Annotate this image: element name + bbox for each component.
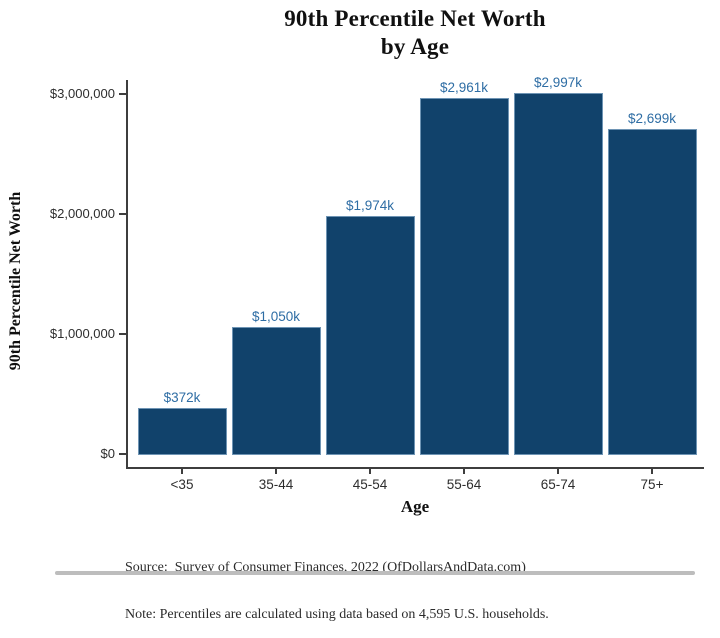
bar-value-label: $2,997k: [533, 75, 583, 91]
x-tick-label-45-54: 45-54: [352, 477, 388, 492]
x-tick-mark: [275, 469, 277, 474]
x-tick-mark: [463, 469, 465, 474]
y-axis-line: [126, 80, 128, 469]
bar-value-label: $1,050k: [251, 309, 301, 324]
x-tick-mark: [369, 469, 371, 474]
bottom-edge-artifact: [55, 571, 695, 575]
bar-55-64: [420, 98, 508, 454]
chart-title-line2: by Age: [380, 34, 450, 59]
x-tick-label-35-44: 35-44: [258, 477, 294, 492]
x-tick-label-55-64: 55-64: [446, 477, 482, 492]
y-tick-label: $2,000,000: [49, 206, 115, 221]
bar-<35: [138, 409, 226, 454]
x-axis-line: [126, 467, 704, 469]
bar-value-label: $1,974k: [345, 198, 395, 214]
x-axis-title: Age: [400, 497, 430, 516]
bar-35-44: [232, 328, 320, 454]
bar-75+: [608, 130, 696, 454]
chart-title-line1: 90th Percentile Net Worth: [284, 6, 546, 31]
x-tick-label-<35: <35: [170, 477, 194, 492]
y-tick-label: $0: [100, 446, 115, 461]
y-axis-title: 90th Percentile Net Worth: [7, 191, 24, 371]
bar-value-label: $2,699k: [627, 111, 677, 127]
x-tick-mark: [651, 469, 653, 474]
y-tick-mark: [119, 213, 126, 215]
caption-note-line: Note: Percentiles are calculated using d…: [125, 606, 549, 622]
y-tick-label: $3,000,000: [49, 86, 115, 101]
x-tick-label-65-74: 65-74: [540, 477, 576, 492]
y-tick-label: $1,000,000: [49, 326, 115, 341]
y-tick-mark: [119, 333, 126, 335]
x-tick-mark: [181, 469, 183, 474]
chart-title: 90th Percentile Net Worth by Age: [127, 5, 703, 61]
bar-45-54: [326, 217, 414, 454]
bar-value-label: $2,961k: [439, 79, 489, 95]
bar-65-74: [514, 94, 602, 454]
bar-value-label: $372k: [163, 390, 201, 406]
x-tick-mark: [557, 469, 559, 474]
caption: Source: Survey of Consumer Finances, 202…: [125, 529, 685, 638]
y-tick-mark: [119, 93, 126, 95]
y-tick-mark: [119, 453, 126, 455]
x-tick-label-75+: 75+: [640, 477, 664, 492]
